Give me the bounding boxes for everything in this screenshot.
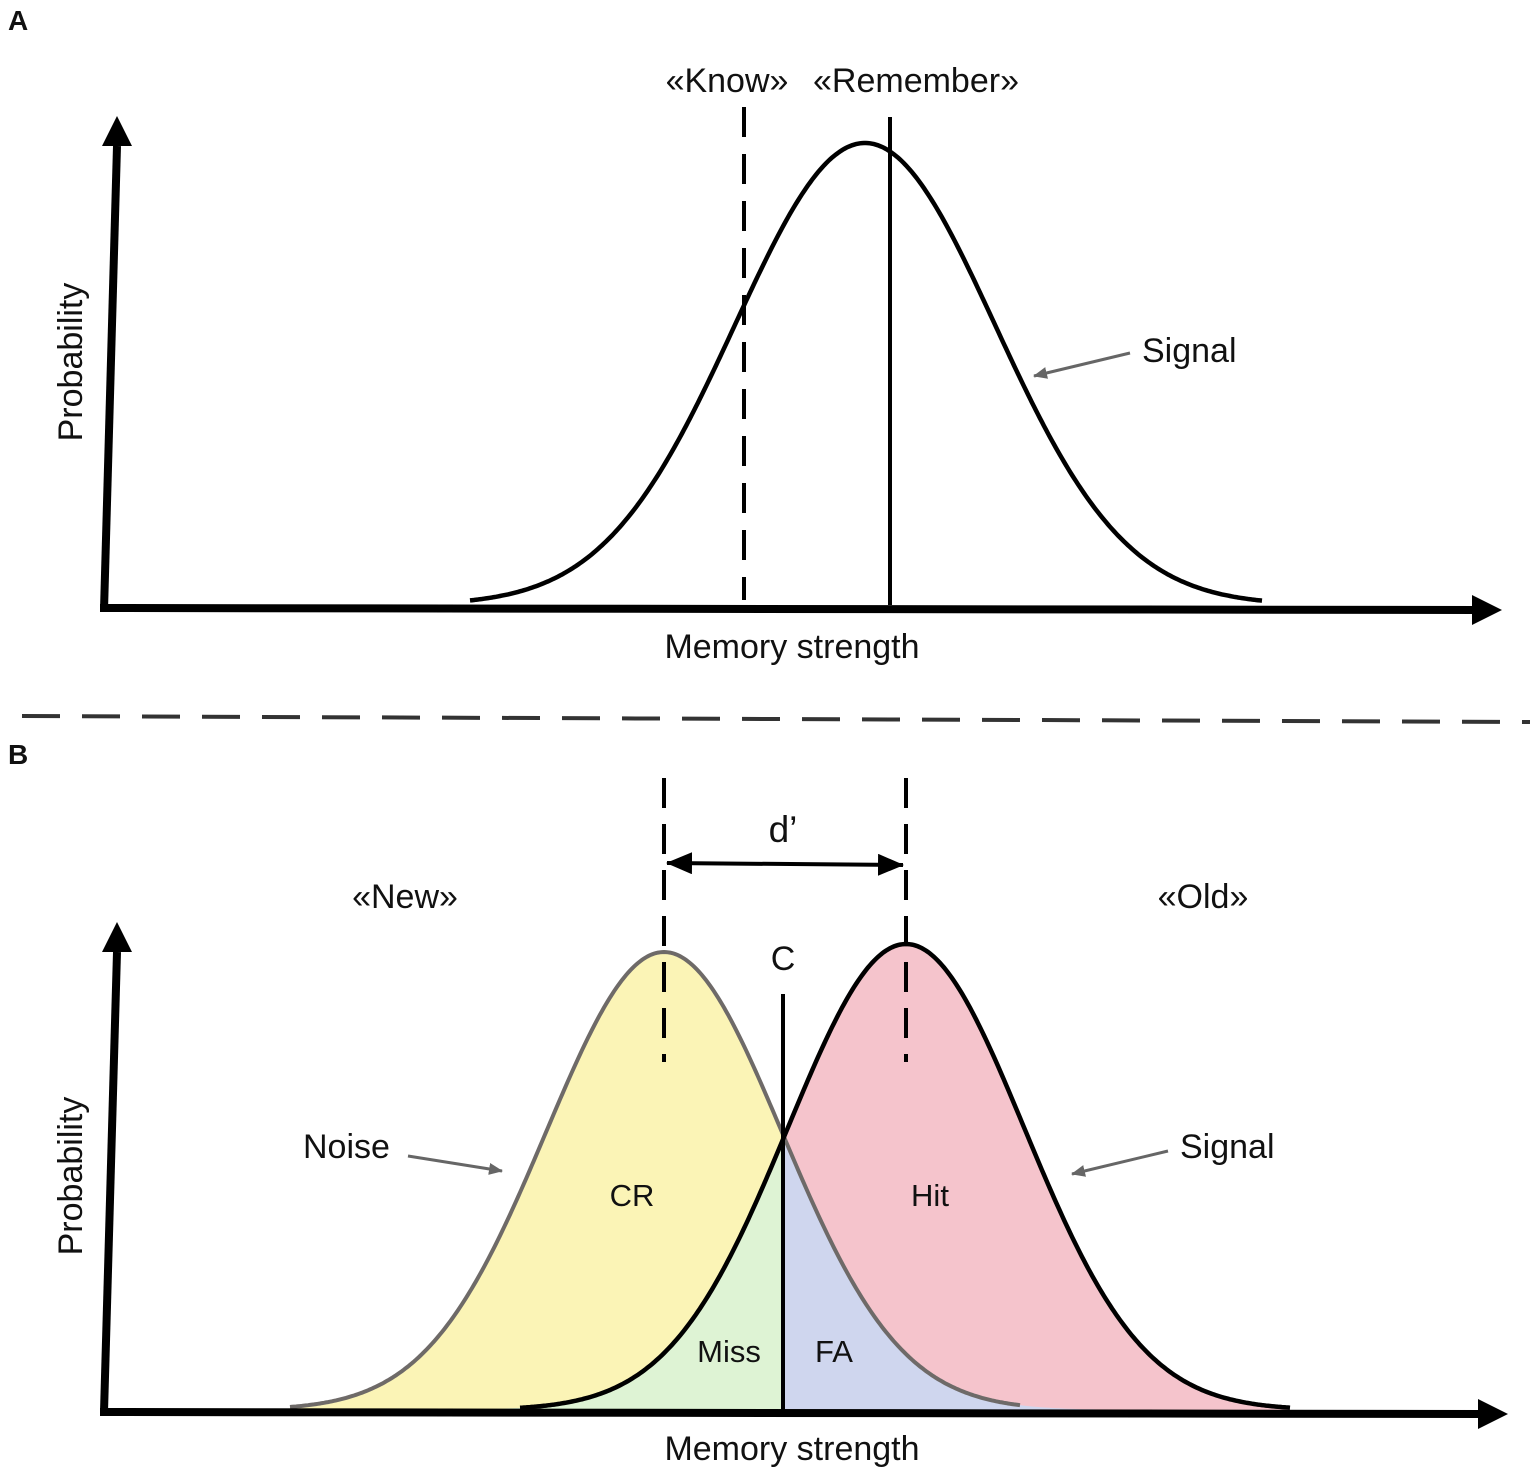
- dprime-label: d’: [769, 809, 798, 850]
- panel-a-letter: A: [8, 5, 28, 36]
- dprime-arrow: [666, 852, 904, 876]
- panel-b-letter: B: [8, 739, 28, 770]
- correct-rejection-region: [290, 952, 783, 1410]
- panel-b-y-label: Probability: [52, 1097, 90, 1256]
- criterion-label: C: [771, 940, 796, 978]
- cr-label: CR: [610, 1178, 655, 1213]
- hit-label: Hit: [911, 1178, 949, 1213]
- panel-separator: [21, 714, 1531, 724]
- panel-b: B C d’ Probability Memory strength «New»: [8, 739, 1508, 1468]
- new-label: «New»: [352, 878, 458, 916]
- panel-a-y-axis: [100, 116, 132, 611]
- panel-b-y-axis: [100, 922, 132, 1413]
- panel-a-x-label: Memory strength: [664, 628, 919, 666]
- panel-a-x-axis: [99, 595, 1502, 625]
- panel-a-y-label: Probability: [52, 283, 90, 442]
- panel-a-signal-curve: [469, 140, 1263, 603]
- noise-pointer-arrow: [407, 1154, 503, 1175]
- miss-label: Miss: [697, 1334, 761, 1369]
- signal-pointer-arrow: [1071, 1149, 1169, 1177]
- panel-a-signal-pointer-arrow: [1033, 351, 1131, 379]
- panel-a-signal-label: Signal: [1142, 332, 1237, 370]
- panel-b-x-label: Memory strength: [664, 1430, 919, 1468]
- remember-label: «Remember»: [813, 62, 1019, 100]
- noise-label: Noise: [303, 1128, 390, 1166]
- hit-region: [783, 944, 1290, 1410]
- know-label: «Know»: [666, 62, 789, 100]
- noise-curve: [289, 949, 1021, 1409]
- panel-a: A Probability Memory strength «Know» «Re…: [8, 5, 1502, 666]
- panel-b-x-axis: [99, 1399, 1508, 1429]
- false-alarm-region: [783, 1139, 1100, 1410]
- old-label: «Old»: [1158, 878, 1249, 916]
- fa-label: FA: [815, 1334, 853, 1369]
- miss-region: [470, 1141, 783, 1410]
- signal-label: Signal: [1180, 1128, 1275, 1166]
